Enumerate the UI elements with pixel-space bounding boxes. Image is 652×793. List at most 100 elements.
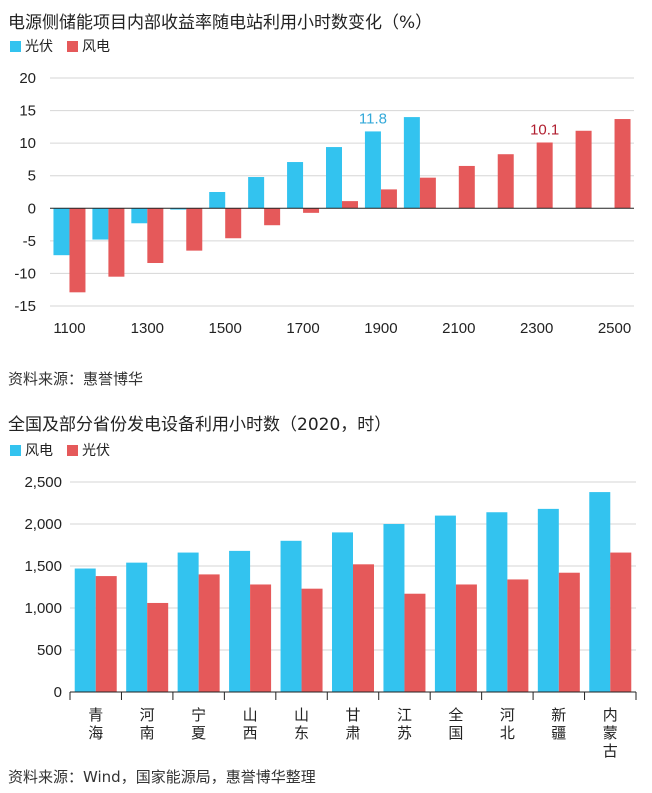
x-tick-label: 河: [500, 707, 515, 724]
chart2-legend-item-wind: 风电: [10, 440, 53, 460]
x-tick-label: 1900: [364, 320, 397, 337]
bar-wind: [264, 208, 281, 226]
bar-solar: [92, 208, 109, 240]
chart1-legend-item-solar: 光伏: [10, 36, 53, 56]
legend-swatch-red: [67, 444, 78, 456]
y-tick-label: -15: [14, 298, 36, 315]
bar-wind: [69, 208, 86, 293]
x-tick-label: 江: [397, 707, 412, 724]
x-tick-label: 苏: [397, 725, 412, 742]
chart2-legend: 风电 光伏: [10, 440, 110, 460]
x-tick-label: 1100: [53, 320, 85, 337]
bar-solar: [404, 593, 426, 692]
y-tick-label: 0: [28, 200, 36, 217]
bar-wind: [419, 177, 436, 209]
y-tick-label: 2,500: [24, 474, 62, 491]
x-tick-label: 古: [603, 743, 618, 760]
bar-solar: [610, 552, 632, 692]
x-tick-label: 1500: [209, 320, 242, 337]
x-tick-label: 国: [448, 725, 463, 742]
chart2-source: 资料来源：Wind，国家能源局，惠誉博华整理: [8, 768, 316, 786]
bar-wind: [458, 165, 475, 209]
bar-solar: [364, 131, 381, 209]
y-tick-label: -10: [14, 265, 36, 282]
bar-solar: [209, 192, 226, 209]
bar-wind: [589, 492, 611, 692]
data-label: 11.8: [359, 110, 387, 127]
legend-label: 风电: [82, 39, 110, 55]
chart1-legend-item-wind: 风电: [67, 36, 110, 56]
x-tick-label: 北: [500, 725, 515, 742]
x-tick-label: 新: [551, 707, 566, 724]
x-tick-label: 肃: [345, 725, 360, 742]
bar-solar: [198, 574, 220, 692]
y-tick-label: 1,500: [24, 558, 62, 575]
data-label: 10.1: [530, 121, 559, 138]
bar-wind: [486, 512, 508, 692]
bar-solar: [147, 602, 169, 692]
x-tick-label: 东: [294, 725, 309, 742]
bar-solar: [131, 208, 148, 224]
bar-wind: [126, 562, 148, 692]
bar-wind: [108, 208, 125, 277]
bar-wind: [380, 189, 397, 209]
bar-wind: [497, 154, 514, 209]
x-tick-label: 青: [88, 707, 103, 724]
y-tick-label: -5: [23, 233, 36, 250]
legend-swatch-blue: [10, 40, 21, 52]
x-tick-label: 2300: [520, 320, 553, 337]
bar-solar: [353, 564, 374, 692]
legend-label: 光伏: [82, 443, 110, 459]
legend-swatch-red: [67, 40, 78, 52]
bar-wind: [303, 208, 320, 213]
bar-wind: [342, 201, 358, 209]
legend-swatch-blue: [10, 444, 21, 456]
bar-wind: [383, 524, 405, 692]
x-tick-label: 蒙: [603, 725, 618, 742]
chart1-legend: 光伏 风电: [10, 36, 110, 56]
bar-solar: [250, 584, 272, 692]
bar-solar: [301, 588, 323, 692]
bar-solar: [287, 162, 304, 209]
x-tick-label: 内: [603, 707, 618, 724]
bar-solar: [403, 117, 420, 209]
chart2-plot: 2,5002,0001,5001,0005000青海河南宁夏山西山东甘肃江苏全国…: [24, 474, 637, 760]
x-tick-label: 1700: [286, 320, 319, 337]
bar-wind: [186, 208, 203, 251]
bar-wind: [614, 119, 631, 209]
y-tick-label: 20: [19, 70, 36, 87]
x-tick-label: 2100: [442, 320, 475, 337]
legend-label: 光伏: [25, 39, 53, 55]
y-tick-label: 10: [19, 135, 36, 152]
bar-wind: [74, 568, 96, 692]
x-tick-label: 海: [88, 725, 103, 742]
x-tick-label: 宁: [191, 707, 206, 724]
bar-solar: [53, 208, 70, 256]
chart1-source: 资料来源：惠誉博华: [8, 370, 144, 388]
bar-wind: [225, 208, 242, 239]
x-tick-label: 全: [448, 706, 463, 724]
x-tick-label: 山: [243, 707, 258, 724]
bar-wind: [575, 130, 592, 209]
bar-solar: [455, 584, 477, 692]
x-tick-label: 西: [243, 725, 258, 742]
x-tick-label: 1300: [131, 320, 164, 337]
x-tick-label: 2500: [598, 320, 631, 337]
chart2-legend-item-solar: 光伏: [67, 440, 110, 460]
bar-wind: [536, 142, 553, 209]
y-tick-label: 15: [19, 103, 36, 120]
bar-wind: [177, 552, 199, 692]
x-tick-label: 甘: [345, 707, 360, 724]
bar-wind: [280, 540, 302, 692]
chart2-title: 全国及部分省份发电设备利用小时数（2020，时）: [8, 415, 392, 435]
bar-solar: [95, 576, 117, 692]
bar-wind: [537, 508, 559, 692]
bar-wind: [332, 532, 353, 692]
x-tick-label: 疆: [551, 725, 566, 742]
y-tick-label: 500: [37, 642, 62, 659]
bar-solar: [507, 579, 529, 692]
bar-solar: [248, 177, 265, 209]
x-tick-label: 南: [140, 725, 155, 742]
chart1-plot: 20 15 10 5 0 -5 -10 -15 1100 1300 1500 1700 1900 2100…: [14, 70, 634, 337]
y-tick-label: 2,000: [24, 516, 62, 533]
